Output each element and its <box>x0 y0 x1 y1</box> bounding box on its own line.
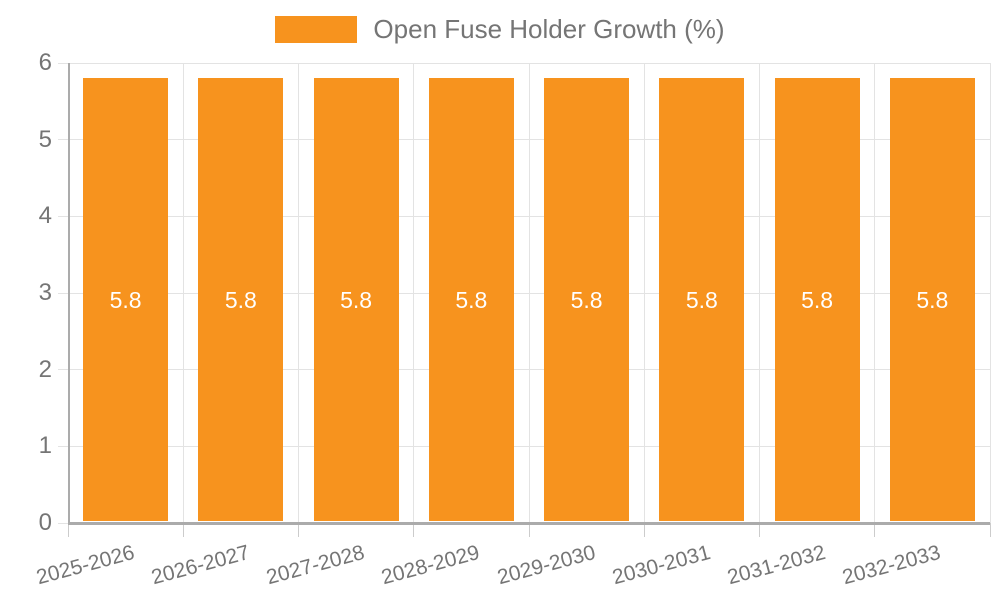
bar-value-label: 5.8 <box>801 286 834 313</box>
y-axis-tick <box>58 369 68 371</box>
bar <box>774 78 860 521</box>
chart-legend: Open Fuse Holder Growth (%) <box>0 14 1000 45</box>
bar <box>544 78 630 521</box>
y-axis-tick-label: 6 <box>38 49 52 76</box>
y-axis-tick-label: 2 <box>38 355 52 383</box>
gridline-vertical <box>874 63 876 523</box>
bar <box>83 78 169 521</box>
bar-value-label: 5.8 <box>685 286 718 313</box>
legend-swatch-icon <box>275 16 358 43</box>
gridline-vertical <box>759 63 760 523</box>
gridline-vertical <box>643 63 645 523</box>
bar-value-label: 5.8 <box>455 286 488 313</box>
gridline-vertical <box>298 63 299 523</box>
x-axis-tick <box>528 523 530 537</box>
gridline-vertical <box>182 63 184 523</box>
x-axis-tick <box>759 523 760 537</box>
y-axis-tick <box>58 62 68 64</box>
bar-value-label: 5.8 <box>340 286 373 313</box>
x-axis-line <box>68 522 990 525</box>
y-axis-tick-label: 5 <box>38 125 52 153</box>
bar-value-label: 5.8 <box>224 286 257 313</box>
y-axis-tick-label: 4 <box>38 202 52 230</box>
y-axis-tick <box>58 445 68 447</box>
x-axis-tick <box>67 523 69 537</box>
gridline-vertical <box>413 63 415 523</box>
y-axis-tick-label: 3 <box>38 279 52 306</box>
y-axis-tick-label: 1 <box>38 432 52 460</box>
bar <box>659 78 745 521</box>
y-axis-tick <box>58 522 68 524</box>
bar <box>428 78 514 521</box>
legend-series-label: Open Fuse Holder Growth (%) <box>373 14 725 44</box>
bar-value-label: 5.8 <box>109 286 142 313</box>
y-axis-tick <box>58 139 68 141</box>
x-axis-tick <box>643 523 645 537</box>
y-axis-tick-label: 0 <box>38 509 52 536</box>
bar <box>198 78 284 521</box>
y-axis-tick <box>58 215 68 217</box>
gridline-vertical <box>528 63 530 523</box>
x-axis-tick <box>413 523 415 537</box>
bar-value-label: 5.8 <box>916 286 949 313</box>
bar <box>889 78 975 521</box>
x-axis-tick <box>182 523 184 537</box>
x-axis-tick <box>874 523 876 537</box>
bar-value-label: 5.8 <box>570 286 603 313</box>
y-axis-tick <box>58 292 68 294</box>
gridline-vertical <box>989 63 991 523</box>
y-axis-line <box>68 63 70 523</box>
bar <box>313 78 399 521</box>
x-axis-tick <box>298 523 299 537</box>
x-axis-tick <box>989 523 991 537</box>
